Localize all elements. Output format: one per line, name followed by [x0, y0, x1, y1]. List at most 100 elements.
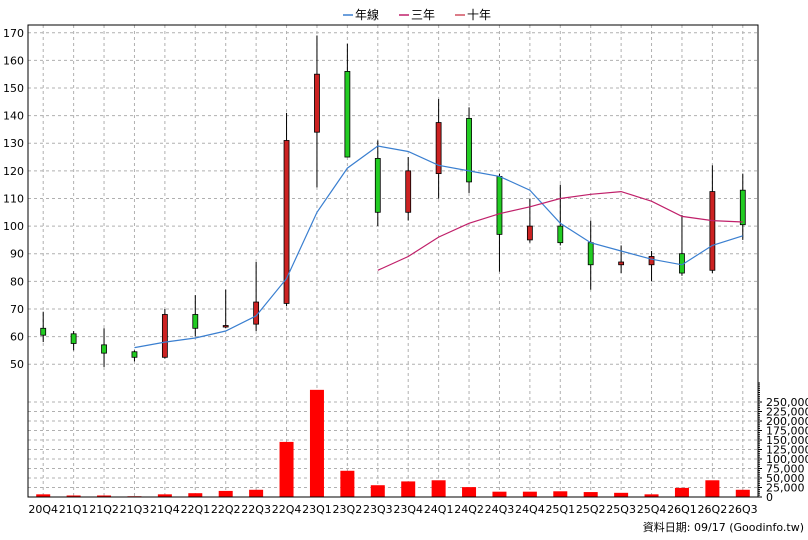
legend-label: 三年 — [411, 8, 435, 22]
candle-body — [739, 189, 746, 226]
candle — [466, 107, 472, 193]
x-tick-label: 25Q2 — [576, 503, 606, 516]
price-tick-label: 70 — [10, 303, 24, 316]
price-tick-label: 140 — [3, 110, 24, 123]
volume-bar — [553, 491, 568, 497]
price-tick-label: 130 — [3, 137, 24, 150]
candle — [557, 184, 564, 246]
volume-bar — [249, 489, 264, 497]
price-tick-label: 50 — [10, 358, 24, 371]
volume-tick-label: 175,000 — [766, 425, 808, 438]
candle — [709, 165, 716, 274]
candle-body — [222, 325, 229, 328]
x-tick-label: 23Q4 — [393, 503, 423, 516]
x-tick-label: 23Q1 — [302, 503, 332, 516]
volume-bar — [309, 389, 324, 497]
volume-bar — [705, 480, 720, 497]
x-tick-label: 25Q4 — [637, 503, 667, 516]
candle-body — [587, 242, 594, 266]
candle-body — [283, 140, 290, 304]
candlesticks — [40, 35, 746, 367]
price-tick-label: 120 — [3, 165, 24, 178]
volume-bar — [674, 487, 689, 497]
price-tick-label: 160 — [3, 54, 24, 67]
candle — [192, 295, 199, 337]
x-tick-label: 26Q1 — [667, 503, 697, 516]
x-axis: 20Q4 21Q1 21Q2 21Q3 21Q4 22Q1 22Q2 22Q3 22Q4 23Q1… — [28, 503, 757, 516]
x-tick-label: 21Q3 — [120, 503, 150, 516]
volume-bar — [522, 491, 537, 497]
price-tick-label: 150 — [3, 82, 24, 95]
candle — [374, 140, 381, 227]
candle — [314, 35, 320, 188]
legend-item: 十年 — [455, 8, 491, 22]
candle-body — [526, 225, 533, 241]
price-axis: 50 60 70 80 90 100 110 120 130 140 150 160 170 — [3, 27, 24, 371]
moving-average-lines — [134, 145, 743, 349]
candle — [648, 250, 655, 282]
candle — [101, 328, 107, 367]
volume-bar — [66, 495, 81, 497]
volume-tick-label: 125,000 — [766, 444, 808, 457]
candle — [526, 198, 533, 243]
volume-tick-label: 250,000 — [766, 396, 808, 409]
candle-body — [709, 191, 716, 271]
volume-tick-label: 150,000 — [766, 434, 808, 447]
x-tick-label: 21Q2 — [89, 503, 119, 516]
price-tick-label: 100 — [3, 220, 24, 233]
volume-tick-label: 75,000 — [766, 463, 805, 476]
price-tick-label: 110 — [3, 192, 24, 205]
price-tick-label: 60 — [10, 331, 24, 344]
volume-tick-label: 100,000 — [766, 453, 808, 466]
candle — [435, 99, 442, 199]
volume-bar — [157, 494, 172, 497]
series-line — [377, 190, 743, 271]
volume-bar — [36, 494, 51, 497]
volume-bar — [644, 494, 659, 497]
price-tick-label: 90 — [10, 248, 24, 261]
candle — [131, 350, 138, 362]
x-tick-label: 21Q1 — [59, 503, 89, 516]
volume-bar — [97, 495, 112, 497]
plot-border — [27, 24, 759, 498]
volume-tick-label: 0 — [766, 491, 773, 504]
candle-body — [435, 122, 442, 175]
volume-tick-label: 200,000 — [766, 415, 808, 428]
legend-label: 年線 — [355, 7, 379, 22]
volume-tick-label: 225,000 — [766, 406, 808, 419]
volume-bar — [735, 489, 750, 497]
volume-bar — [401, 481, 416, 497]
x-tick-label: 23Q2 — [333, 503, 363, 516]
candle — [496, 173, 503, 272]
candle-body — [496, 175, 503, 235]
volume-bar — [279, 441, 294, 497]
price-tick-label: 170 — [3, 27, 24, 40]
x-tick-label: 24Q1 — [424, 503, 454, 516]
candle-body — [70, 333, 77, 344]
x-tick-label: 22Q1 — [180, 503, 210, 516]
x-tick-label: 26Q3 — [728, 503, 758, 516]
legend-item: 三年 — [399, 8, 435, 22]
candle — [405, 157, 412, 221]
x-tick-label: 24Q2 — [454, 503, 484, 516]
candle-body — [405, 170, 412, 213]
footer-source: 資料日期: 09/17 (Goodinfo.tw) — [642, 521, 804, 534]
x-tick-label: 25Q3 — [606, 503, 636, 516]
candle-body — [101, 344, 107, 354]
series-line — [134, 145, 743, 349]
candle — [283, 112, 290, 307]
volume-bar — [492, 491, 507, 497]
x-tick-label: 22Q4 — [272, 503, 302, 516]
candle-body — [344, 71, 351, 158]
candle-body — [161, 314, 168, 358]
candle-body — [314, 73, 320, 133]
candle-body — [557, 225, 564, 244]
candle — [679, 215, 685, 276]
candle — [253, 262, 260, 332]
volume-bars — [36, 389, 750, 498]
x-tick-label: 22Q2 — [211, 503, 241, 516]
volume-bar — [340, 470, 355, 497]
x-tick-label: 23Q3 — [363, 503, 393, 516]
volume-bar — [614, 492, 629, 497]
